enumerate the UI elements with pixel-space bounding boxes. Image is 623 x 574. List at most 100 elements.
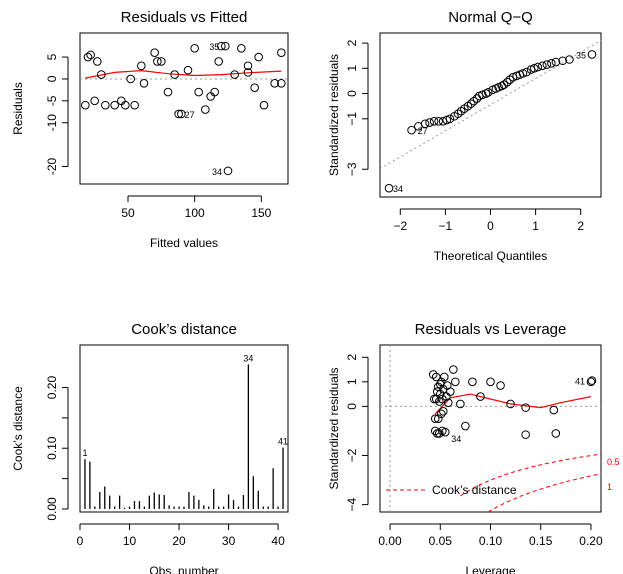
data-point [542,60,552,69]
panel-residuals-vs-leverage: Residuals vs Leverage Leverage Standardi… [327,321,620,574]
point-label: 35 [576,50,586,60]
data-point [483,87,493,97]
data-point [587,376,597,385]
data-point [440,427,450,437]
data-point [194,87,203,97]
y-tick-label: −3 [345,162,359,176]
data-point [466,99,476,108]
data-point [521,403,530,412]
data-point [420,119,430,129]
data-point [90,96,99,106]
data-point [270,79,279,88]
data-point [250,83,259,93]
data-point [502,77,512,87]
plot-title: Cook’s distance [131,321,237,338]
x-tick-label: 20 [172,534,186,548]
data-point [157,57,166,66]
x-tick-label: 2 [577,219,584,233]
plot-area [380,40,601,193]
y-tick-label: 2 [345,39,359,46]
plot-area [80,41,288,176]
point-label: 35 [209,42,219,52]
y-axis-label: Cook’s distance [11,386,25,471]
x-tick-label: 30 [222,534,236,548]
data-point [549,405,559,415]
x-axis-label: Obs. number [149,564,218,574]
plot-frame [79,344,289,513]
data-point [486,377,495,387]
data-point [451,377,460,387]
contour-label: 1 [607,482,612,492]
y-tick-label: 0.00 [45,497,59,521]
data-point [110,100,119,110]
data-point [551,429,561,438]
data-point [230,70,239,79]
x-tick-label: 0 [487,219,494,233]
smooth-line [434,393,592,415]
data-point [468,377,477,387]
data-point [506,399,515,409]
point-label: 34 [451,434,461,444]
data-point [126,74,135,84]
y-axis-label: Standardized residuals [327,367,341,489]
y-tick-label: 1 [345,65,359,72]
panel-normal-qq: Normal Q−Q Theoretical Quantiles Standar… [327,9,602,263]
data-point [153,57,162,66]
data-point [476,392,485,401]
data-point [521,430,530,439]
data-point [430,414,440,423]
y-tick-label: 0 [345,90,359,97]
y-tick-label: 5 [45,53,59,60]
data-point [139,79,149,88]
data-point [533,62,543,72]
data-point [254,52,263,62]
data-point [407,125,416,135]
x-tick-label: −1 [439,219,453,233]
x-tick-label: 100 [185,206,205,220]
x-axis-label: Fitted values [150,236,218,250]
data-point [529,64,539,73]
y-tick-label: −4 [345,497,359,511]
data-point [221,41,230,51]
data-point [496,381,505,390]
plot-area [84,364,284,509]
y-axis-label: Standardized residuals [327,54,341,176]
y-axis-label: Residuals [11,82,25,135]
y-tick-label: -10 [45,114,59,132]
data-point [237,44,246,53]
data-point [481,89,491,98]
data-point [446,387,455,396]
data-point [587,50,597,59]
data-point [170,70,179,79]
smooth-line [85,69,282,79]
plot-area [380,345,601,512]
data-point [150,48,159,57]
x-tick-label: 0.10 [479,534,503,548]
x-tick-label: 0.15 [529,534,553,548]
data-point [461,421,470,431]
data-point [121,100,130,110]
data-point [449,365,458,374]
point-label: 27 [418,126,428,136]
data-point [277,79,286,88]
data-point [174,109,183,119]
data-point [435,389,445,399]
data-point [243,68,253,77]
x-tick-label: 0 [77,534,84,548]
panel-residuals-vs-fitted: Residuals vs Fitted Fitted values Residu… [11,9,289,250]
x-tick-label: 0.20 [579,534,603,548]
plot-title: Residuals vs Leverage [415,321,567,338]
point-label: 1 [82,448,87,458]
data-point [259,100,269,110]
data-point [444,398,453,408]
data-point [210,87,219,97]
data-point [201,105,210,114]
data-point [456,399,465,409]
data-point [86,50,95,60]
data-point [433,414,443,423]
data-point [183,65,193,75]
plot-frame [379,344,602,513]
y-tick-label: 2 [345,354,359,361]
data-point [117,96,126,106]
